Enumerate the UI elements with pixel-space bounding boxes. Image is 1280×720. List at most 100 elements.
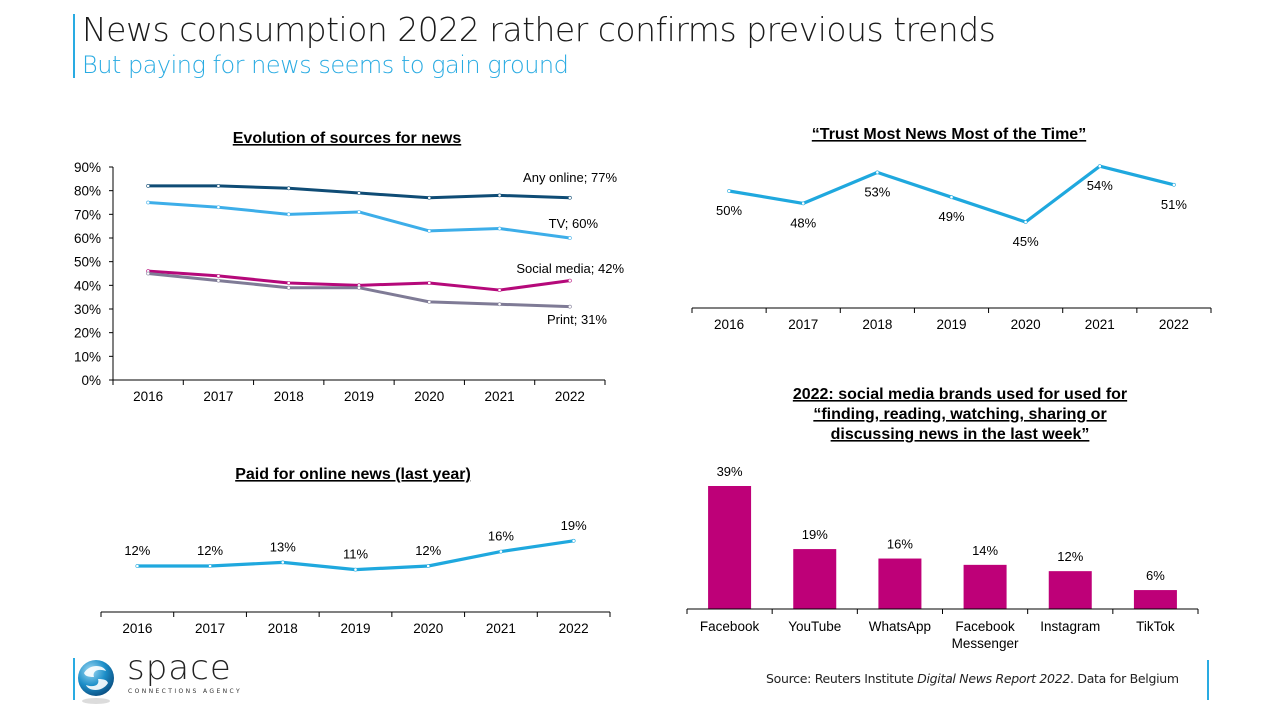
trust-x-tick-label: 2020 bbox=[1011, 317, 1041, 332]
sources-y-tick-label: 80% bbox=[74, 184, 101, 199]
sources-line-print-point bbox=[146, 271, 151, 276]
paid-data-label: 12% bbox=[415, 543, 441, 558]
brands-bar bbox=[1133, 590, 1177, 609]
sources-line-tv-point bbox=[427, 228, 432, 233]
paid-x-tick-label: 2018 bbox=[268, 621, 298, 636]
trust-line-point bbox=[949, 195, 954, 200]
brands-x-tick-label: YouTube bbox=[788, 619, 841, 634]
sources-x-tick-label: 2016 bbox=[133, 389, 163, 404]
sources-line-social-media-point bbox=[567, 278, 572, 283]
paid-x-tick-label: 2022 bbox=[559, 621, 589, 636]
brands-bar bbox=[793, 549, 837, 609]
trust-chart-title: “Trust Most News Most of the Time” bbox=[812, 126, 1086, 143]
brands-x-tick-label: Instagram bbox=[1040, 619, 1100, 634]
sources-line-tv-point bbox=[357, 210, 361, 214]
trust-x-tick-label: 2021 bbox=[1085, 317, 1115, 332]
brands-chart-title-line: “finding, reading, watching, sharing or bbox=[813, 406, 1106, 423]
sources-x-tick-label: 2021 bbox=[485, 389, 515, 404]
source-suffix: . Data for Belgium bbox=[1070, 671, 1179, 686]
trust-line-point bbox=[1172, 182, 1176, 187]
paid-chart-title: Paid for online news (last year) bbox=[235, 466, 471, 483]
sources-line-print-point bbox=[497, 302, 502, 307]
paid-data-label: 12% bbox=[197, 543, 223, 558]
trust-data-label: 48% bbox=[790, 215, 816, 230]
logo-wordmark: space bbox=[127, 648, 232, 688]
trust-line-point bbox=[875, 170, 880, 175]
sources-y-tick-label: 70% bbox=[74, 207, 101, 222]
trust-data-label: 45% bbox=[1013, 234, 1039, 249]
sources-line-social-media-point bbox=[216, 273, 221, 278]
sources-end-label-social-media: Social media; 42% bbox=[516, 261, 624, 276]
sources-y-tick-label: 20% bbox=[74, 326, 101, 341]
sources-y-tick-label: 60% bbox=[74, 231, 101, 246]
trust-data-label: 54% bbox=[1087, 178, 1113, 193]
trust-line-point bbox=[727, 189, 731, 193]
paid-line-point bbox=[499, 549, 503, 554]
trust-line-point bbox=[801, 201, 806, 206]
trust-x-tick-label: 2019 bbox=[936, 317, 966, 332]
paid-line-point bbox=[426, 564, 431, 568]
paid-x-tick-label: 2019 bbox=[340, 621, 370, 636]
trust-data-label: 53% bbox=[864, 184, 890, 199]
sources-line-any-online-point bbox=[286, 186, 291, 191]
trust-data-label: 51% bbox=[1161, 197, 1187, 212]
sources-chart-title: Evolution of sources for news bbox=[233, 130, 462, 147]
sources-y-tick-label: 10% bbox=[74, 349, 101, 364]
sources-line-print-point bbox=[567, 304, 572, 309]
logo-accent-bar bbox=[73, 658, 75, 700]
trust-x-tick-label: 2016 bbox=[714, 317, 744, 332]
sources-line-any-online-point bbox=[216, 184, 221, 188]
sources-y-tick-label: 30% bbox=[74, 302, 101, 317]
paid-x-tick-label: 2020 bbox=[413, 621, 443, 636]
brands-bar bbox=[708, 486, 752, 609]
brands-bar bbox=[878, 558, 922, 609]
paid-line-point bbox=[280, 560, 285, 565]
paid-line-point bbox=[571, 538, 576, 543]
sources-line-tv-point bbox=[567, 236, 572, 240]
paid-line-point bbox=[353, 567, 358, 572]
sources-line-print-point bbox=[286, 285, 291, 290]
sources-end-label-any-online: Any online; 77% bbox=[523, 170, 617, 185]
paid-x-tick-label: 2016 bbox=[122, 621, 152, 636]
sources-line-tv-point bbox=[497, 226, 502, 231]
sources-line-social-media-point bbox=[497, 288, 502, 292]
sources-y-tick-label: 40% bbox=[74, 278, 101, 293]
brands-data-label: 39% bbox=[717, 464, 743, 479]
brands-x-tick-label: TikTok bbox=[1136, 619, 1175, 634]
source-prefix: Source: Reuters Institute bbox=[766, 671, 918, 686]
sources-x-tick-label: 2020 bbox=[414, 389, 444, 404]
trust-line-point bbox=[1097, 164, 1102, 169]
trust-x-tick-label: 2017 bbox=[788, 317, 818, 332]
sources-y-tick-label: 50% bbox=[74, 255, 101, 270]
brands-x-tick-label: WhatsApp bbox=[869, 619, 931, 634]
brands-x-tick-label: Facebook bbox=[955, 619, 1015, 634]
trust-data-label: 49% bbox=[938, 209, 964, 224]
paid-data-label: 19% bbox=[561, 518, 587, 533]
paid-x-tick-label: 2017 bbox=[195, 621, 225, 636]
sources-line-print-point bbox=[357, 285, 361, 290]
brands-data-label: 12% bbox=[1057, 549, 1083, 564]
sources-line-any-online-point bbox=[497, 193, 502, 198]
sources-line-tv-point bbox=[146, 200, 151, 205]
sources-line-tv-point bbox=[216, 205, 221, 210]
brands-data-label: 19% bbox=[802, 527, 828, 542]
logo-tagline: CONNECTIONS AGENCY bbox=[128, 688, 243, 695]
paid-data-label: 11% bbox=[343, 547, 368, 562]
brands-x-tick-label: Messenger bbox=[952, 636, 1019, 651]
brands-bar bbox=[1048, 571, 1092, 609]
sources-line-social-media-point bbox=[427, 281, 432, 285]
sources-line-tv-point bbox=[286, 212, 291, 217]
brands-data-label: 14% bbox=[972, 543, 998, 558]
brands-chart-title-line: discussing news in the last week” bbox=[831, 426, 1090, 443]
sources-line-tv bbox=[148, 201, 571, 240]
sources-line-any-online-point bbox=[427, 195, 432, 200]
brands-data-label: 6% bbox=[1146, 568, 1165, 583]
brands-x-tick-label: Facebook bbox=[700, 619, 760, 634]
sources-x-tick-label: 2018 bbox=[274, 389, 304, 404]
sources-x-tick-label: 2019 bbox=[344, 389, 374, 404]
trust-x-tick-label: 2018 bbox=[862, 317, 892, 332]
sources-line-print-point bbox=[216, 278, 221, 283]
paid-data-label: 16% bbox=[488, 529, 514, 544]
brands-data-label: 16% bbox=[887, 537, 913, 552]
